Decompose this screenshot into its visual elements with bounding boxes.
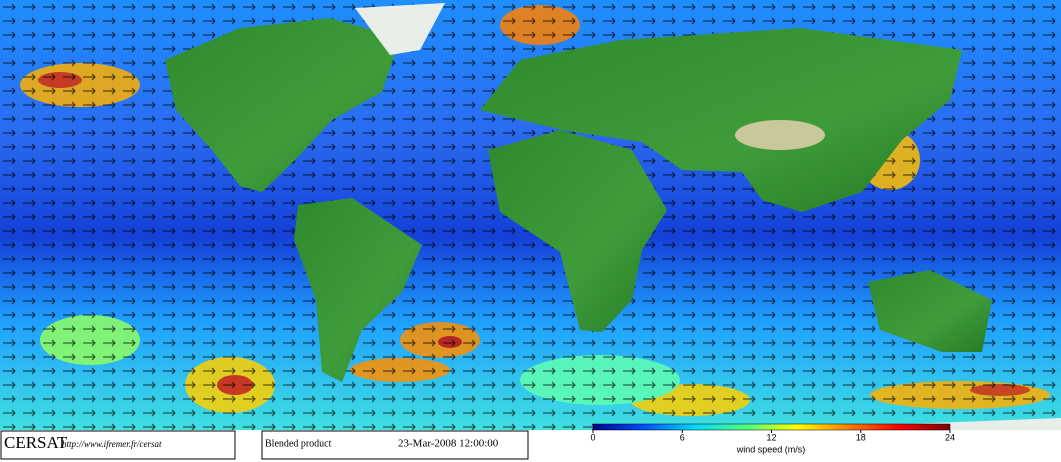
colorbar-ramp <box>592 423 951 431</box>
colorbar-label: wind speed (m/s) <box>736 444 806 454</box>
continents <box>165 3 1061 462</box>
date: 23-Mar-2008 12:00:00 <box>398 438 499 450</box>
colorbar-tick-label: 18 <box>856 432 866 442</box>
product-box <box>261 430 529 460</box>
colorbar-tick-label: 0 <box>590 432 595 442</box>
north-america <box>165 18 400 192</box>
url: http://www.ifremer.fr/cersat <box>62 439 162 449</box>
eurasia <box>480 28 962 212</box>
logo: CERSAT <box>4 433 68 452</box>
colorbar-tick-label: 6 <box>680 432 685 442</box>
greenland <box>355 3 445 55</box>
africa <box>488 130 667 332</box>
colorbar: wind speed (m/s) 0 6 12 18 24 <box>590 423 955 454</box>
logo-box <box>0 430 236 460</box>
australia <box>868 270 992 352</box>
footer: CERSAT http://www.ifremer.fr/cersat Blen… <box>0 423 1061 462</box>
south-america <box>294 198 422 382</box>
product: Blended product <box>265 438 332 449</box>
plateau <box>735 120 825 150</box>
colorbar-tick-label: 12 <box>766 432 776 442</box>
colorbar-tick-label: 24 <box>945 432 955 442</box>
